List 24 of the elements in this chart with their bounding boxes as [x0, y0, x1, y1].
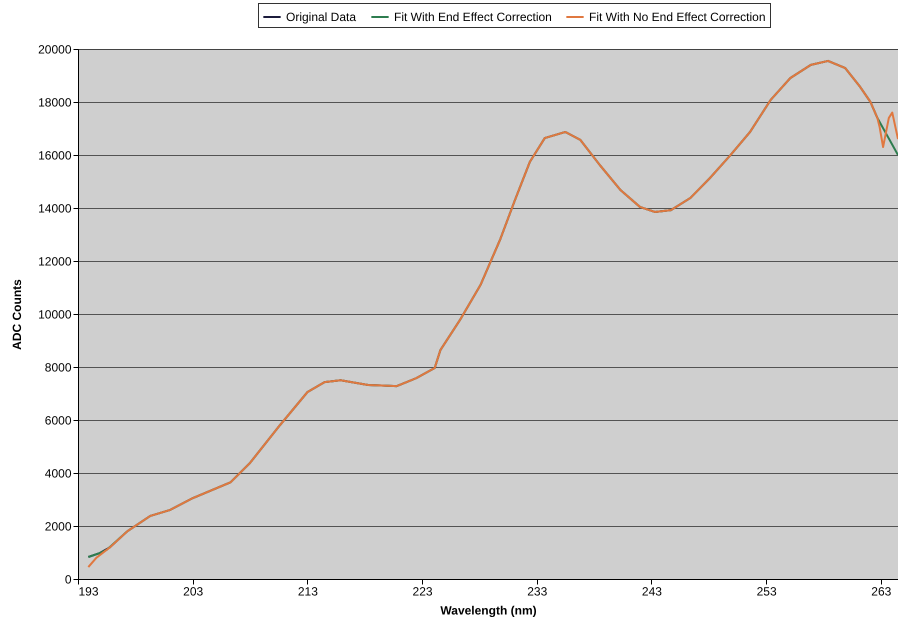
x-tick-label: 233 — [527, 584, 548, 598]
x-tick-label: 193 — [78, 584, 99, 598]
y-tick-label: 6000 — [44, 414, 72, 428]
y-axis-title: ADC Counts — [10, 278, 24, 350]
y-tick-label: 18000 — [38, 96, 72, 110]
y-tick-label: 14000 — [38, 202, 72, 216]
legend-label: Fit With No End Effect Correction — [589, 10, 766, 24]
legend-label: Original Data — [286, 10, 356, 24]
y-tick-label: 12000 — [38, 254, 72, 268]
x-tick-label: 203 — [183, 584, 204, 598]
y-tick-label: 10000 — [38, 308, 72, 322]
y-tick-label: 4000 — [44, 466, 72, 480]
x-axis-title: Wavelength (nm) — [440, 604, 537, 618]
x-tick-label: 263 — [871, 584, 892, 598]
legend-label: Fit With End Effect Correction — [394, 10, 552, 24]
y-tick-label: 2000 — [44, 520, 72, 534]
y-tick-label: 20000 — [38, 42, 72, 56]
x-tick-label: 223 — [412, 584, 433, 598]
x-tick-label: 213 — [298, 584, 318, 598]
y-tick-label: 8000 — [44, 360, 72, 374]
x-tick-label: 253 — [756, 584, 777, 598]
x-tick-label: 243 — [642, 584, 662, 598]
y-tick-label: 16000 — [38, 148, 72, 162]
y-tick-label: 0 — [64, 572, 72, 586]
